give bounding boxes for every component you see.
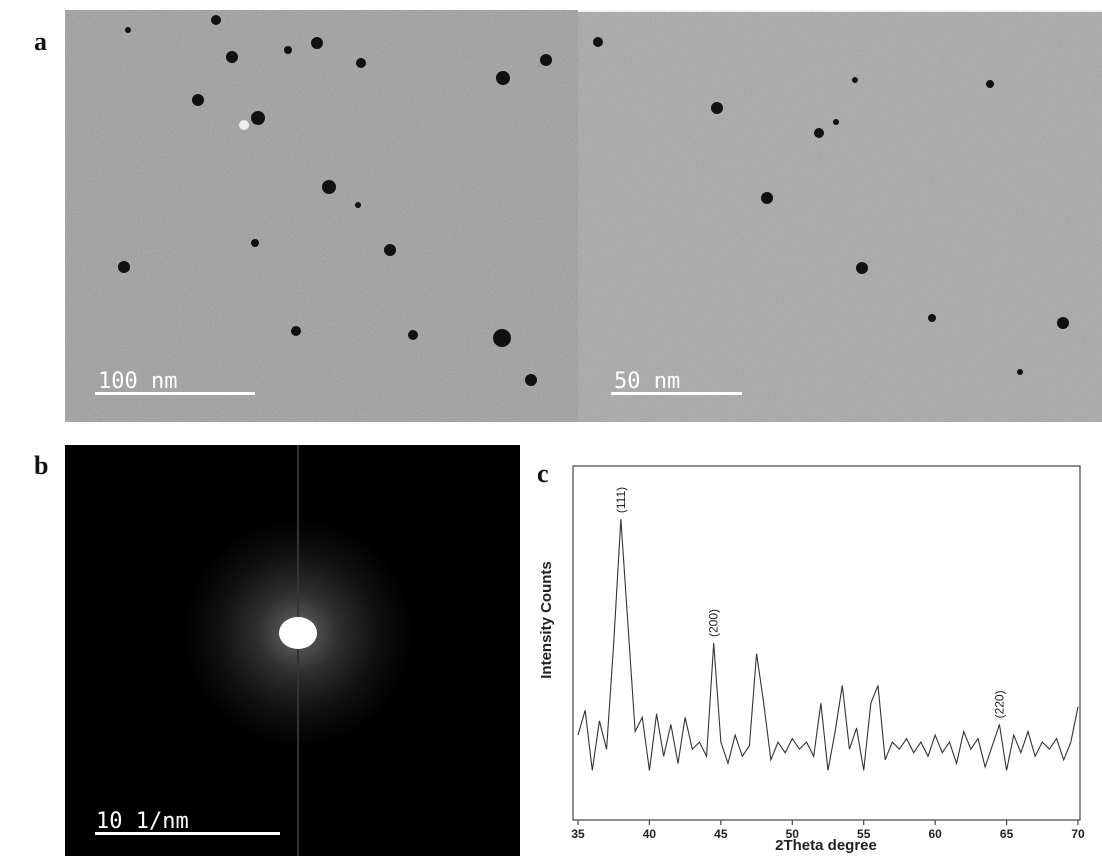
x-tick-label: 70 — [1071, 827, 1085, 841]
y-axis-title: Intensity Counts — [538, 561, 555, 679]
peak-label: (220) — [992, 690, 1006, 718]
panel-label: c — [537, 459, 549, 488]
scale-bar-label: 10 1/nm — [96, 809, 189, 834]
x-tick-label: 65 — [1000, 827, 1014, 841]
peak-label: (200) — [707, 609, 721, 637]
tem-image — [65, 10, 1102, 422]
xrd-line — [577, 519, 1079, 771]
x-tick-label: 50 — [786, 827, 800, 841]
diffraction-image — [65, 445, 520, 856]
scale-bar — [95, 832, 280, 835]
scale-bar — [611, 392, 742, 395]
peak-label: (111) — [614, 487, 628, 513]
scale-bar — [95, 392, 255, 395]
x-axis-title: 2Theta degree — [775, 837, 877, 854]
scale-bar-label: 100 nm — [98, 369, 177, 394]
panel-label: a — [34, 27, 47, 56]
panel-label: b — [34, 451, 48, 480]
x-tick-label: 55 — [857, 827, 871, 841]
scale-bar-label: 50 nm — [614, 369, 680, 394]
x-tick-label: 40 — [643, 827, 657, 841]
x-tick-label: 45 — [714, 827, 728, 841]
x-tick-label: 60 — [928, 827, 942, 841]
x-tick-label: 35 — [571, 827, 585, 841]
plot-frame — [572, 465, 1081, 821]
